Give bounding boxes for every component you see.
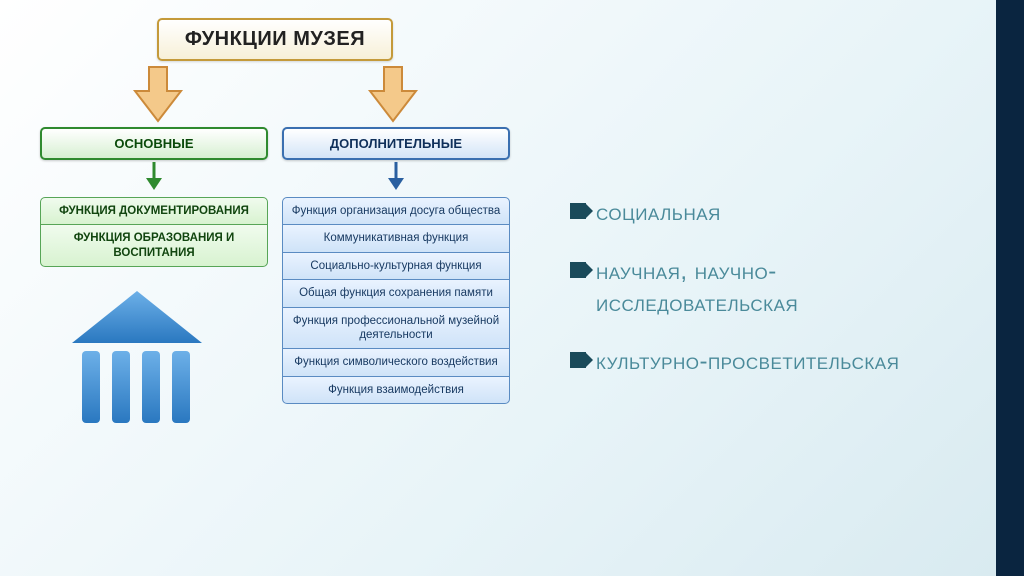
diagram-left: ФУНКЦИИ МУЗЕЯ ОСНОВНЫЕ [40,18,510,558]
bullet-mark-icon [570,203,586,219]
bullet-0: Социальная [570,197,950,229]
extra-item-2: Социально-культурная функция [282,253,510,280]
extra-item-4: Функция профессиональной музейной деятел… [282,308,510,350]
bullet-1-text: Научная, научно-исследовательская [596,256,950,321]
big-arrows-row [40,65,510,123]
extra-item-5: Функция символического воздействия [282,349,510,376]
bullet-1: Научная, научно-исследовательская [570,256,950,321]
header-extra-text: ДОПОЛНИТЕЛЬНЫЕ [330,136,462,151]
bullet-mark-icon [570,262,586,278]
big-arrow-left [131,65,185,123]
extra-item-1: Коммуникативная функция [282,225,510,252]
thin-arrow-blue [386,162,406,197]
main-item-1: ФУНКЦИЯ ОБРАЗОВАНИЯ И ВОСПИТАНИЯ [40,225,268,267]
columns: ОСНОВНЫЕ ФУНКЦИЯ ДОКУМЕНТИРОВАНИЯ ФУНКЦИ… [40,127,510,440]
bullets-right: Социальная Научная, научно-исследователь… [570,18,980,558]
col-extra: ДОПОЛНИТЕЛЬНЫЕ Функция организация досуг… [282,127,510,440]
col-main: ОСНОВНЫЕ ФУНКЦИЯ ДОКУМЕНТИРОВАНИЯ ФУНКЦИ… [40,127,268,440]
museum-icon [62,285,212,440]
header-extra: ДОПОЛНИТЕЛЬНЫЕ [282,127,510,160]
title-text: ФУНКЦИИ МУЗЕЯ [185,28,365,50]
big-arrow-right [366,65,420,123]
header-main: ОСНОВНЫЕ [40,127,268,160]
right-stripe [996,0,1024,576]
bullet-mark-icon [570,352,586,368]
main-item-0: ФУНКЦИЯ ДОКУМЕНТИРОВАНИЯ [40,197,268,225]
extra-item-6: Функция взаимодействия [282,377,510,404]
bullet-2-text: Культурно-просветительская [596,346,899,378]
extra-item-3: Общая функция сохранения памяти [282,280,510,307]
slide: ФУНКЦИИ МУЗЕЯ ОСНОВНЫЕ [0,0,1024,576]
bullet-2: Культурно-просветительская [570,346,950,378]
stack-main: ФУНКЦИЯ ДОКУМЕНТИРОВАНИЯ ФУНКЦИЯ ОБРАЗОВ… [40,197,268,267]
thin-arrow-green [144,162,164,197]
bullet-0-text: Социальная [596,197,721,229]
extra-item-0: Функция организация досуга общества [282,197,510,225]
stack-extra: Функция организация досуга общества Комм… [282,197,510,404]
header-main-text: ОСНОВНЫЕ [114,136,193,151]
title-box: ФУНКЦИИ МУЗЕЯ [157,18,393,61]
